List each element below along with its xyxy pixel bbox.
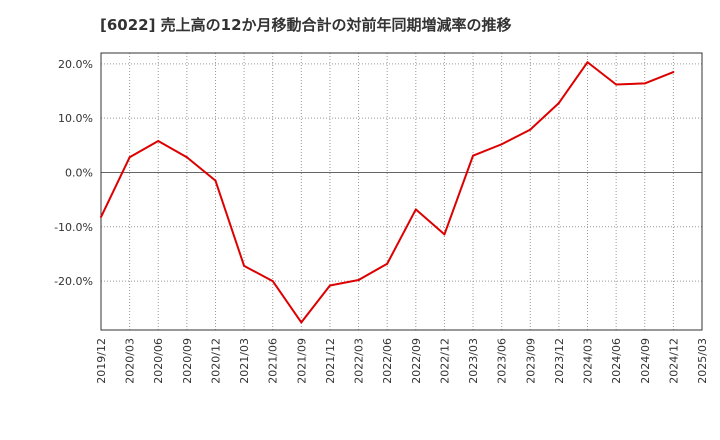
x-tick-label: 2021/12 [324, 338, 337, 384]
data-point [214, 179, 217, 182]
data-point [328, 284, 331, 287]
x-tick-label: 2022/03 [353, 338, 366, 384]
data-point [271, 280, 274, 283]
x-tick-label: 2023/06 [496, 338, 509, 384]
x-tick-label: 2023/12 [553, 338, 566, 384]
chart-title: [6022] 売上高の12か月移動合計の対前年同期増減率の推移 [100, 16, 512, 34]
x-tick-label: 2024/03 [582, 338, 595, 384]
x-tick-label: 2024/12 [667, 338, 680, 384]
y-tick-label: 0.0% [65, 166, 93, 179]
data-point [157, 139, 160, 142]
x-tick-label: 2022/12 [438, 338, 451, 384]
data-point [586, 61, 589, 64]
x-tick-label: 2024/06 [610, 338, 623, 384]
data-point [500, 143, 503, 146]
x-tick-label: 2020/09 [181, 338, 194, 384]
plot-border [100, 52, 703, 331]
y-tick-label: -10.0% [54, 221, 93, 234]
x-tick-label: 2021/06 [267, 338, 280, 384]
data-point [386, 262, 389, 265]
x-tick-label: 2023/03 [467, 338, 480, 384]
data-point [557, 101, 560, 104]
x-tick-label: 2022/06 [381, 338, 394, 384]
data-point [185, 156, 188, 159]
data-point [443, 233, 446, 236]
y-tick-label: 10.0% [58, 112, 93, 125]
data-point [414, 208, 417, 211]
x-tick-label: 2022/09 [410, 338, 423, 384]
x-tick-label: 2020/03 [124, 338, 137, 384]
data-point [128, 156, 131, 159]
x-tick-label: 2021/09 [295, 338, 308, 384]
x-tick-label: 2021/03 [238, 338, 251, 384]
x-tick-label: 2023/09 [524, 338, 537, 384]
data-point [643, 82, 646, 85]
x-tick-label: 2024/09 [639, 338, 652, 384]
x-tick-label: 2019/12 [95, 338, 108, 384]
data-point [472, 154, 475, 157]
data-point [615, 83, 618, 86]
y-tick-label: -20.0% [54, 275, 93, 288]
x-tick-label: 2020/12 [209, 338, 222, 384]
data-point [529, 128, 532, 131]
data-point [672, 71, 675, 74]
data-point [243, 264, 246, 267]
data-point [100, 216, 102, 219]
data-point [357, 279, 360, 282]
x-tick-label: 2020/06 [152, 338, 165, 384]
y-tick-label: 20.0% [58, 58, 93, 71]
data-point [300, 321, 303, 324]
x-tick-label: 2025/03 [696, 338, 709, 384]
